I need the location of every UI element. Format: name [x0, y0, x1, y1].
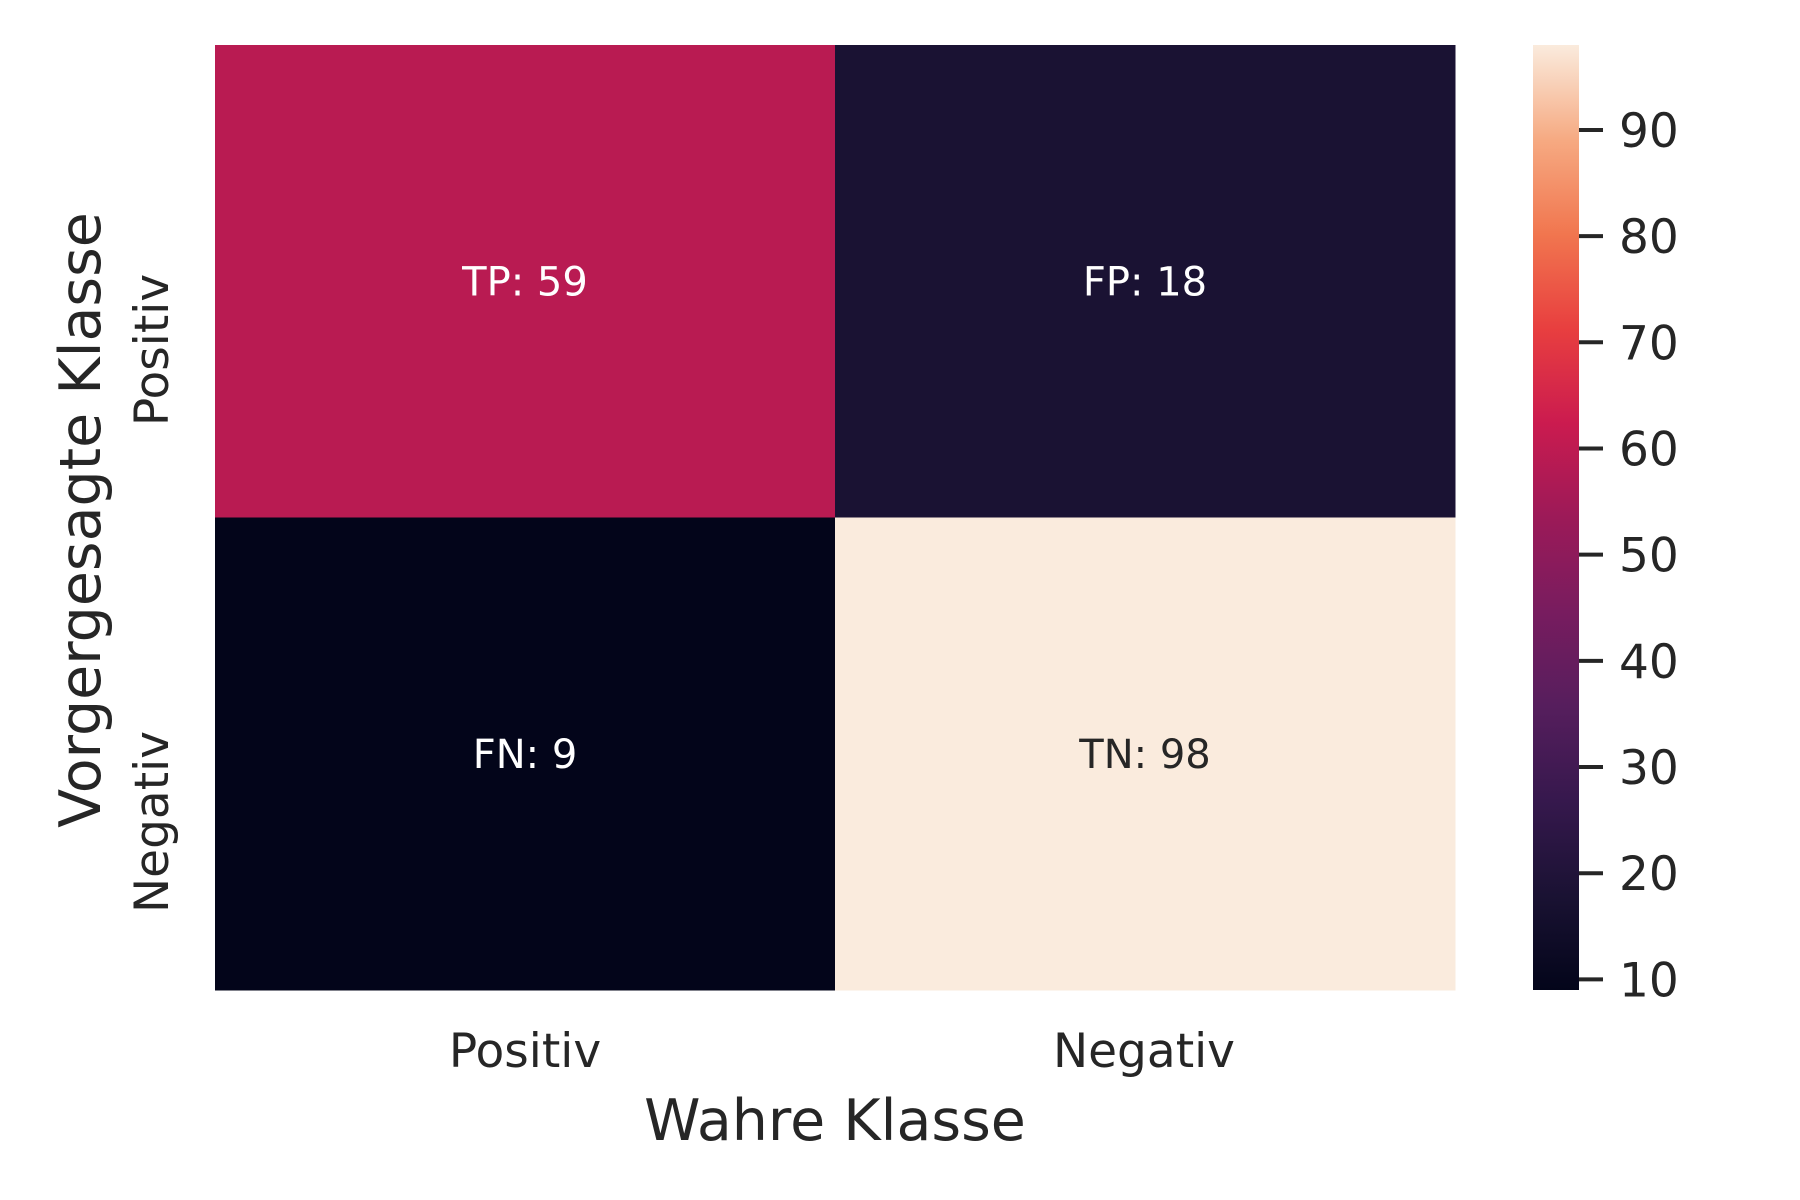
colorbar [1533, 45, 1579, 990]
colorbar-tick-label: 60 [1619, 422, 1679, 477]
colorbar-tick-label: 10 [1619, 953, 1679, 1008]
colorbar-tick-label: 70 [1619, 316, 1679, 371]
colorbar-tick-label: 40 [1619, 635, 1679, 690]
x-axis-label: Wahre Klasse [644, 1088, 1026, 1154]
colorbar-ticks: 10 20 30 40 50 60 70 80 90 [1579, 104, 1679, 1008]
cell-annotations: TP: 59 FP: 18 FN: 9 TN: 98 [461, 259, 1211, 778]
cell-annotation: FN: 9 [473, 732, 578, 778]
colorbar-tick-label: 50 [1619, 529, 1679, 584]
heatmap-cell [835, 517, 1456, 991]
colorbar-tick-label: 80 [1619, 210, 1679, 265]
x-tick-label-positiv: Positiv [449, 1024, 601, 1079]
heatmap-cells [215, 45, 1456, 991]
heatmap-cell [835, 45, 1456, 518]
y-tick-label-positiv: Positiv [125, 274, 180, 426]
cell-annotation: TN: 98 [1078, 732, 1210, 778]
heatmap-cell [215, 45, 836, 518]
y-tick-label-negativ: Negativ [125, 731, 180, 913]
y-axis-label: Vorgergesagte Klasse [48, 212, 114, 828]
x-tick-label-negativ: Negativ [1053, 1024, 1235, 1079]
colorbar-tick-label: 30 [1619, 741, 1679, 796]
colorbar-tick-label: 20 [1619, 847, 1679, 902]
colorbar-tick-label: 90 [1619, 104, 1679, 159]
cell-annotation: TP: 59 [461, 259, 588, 305]
cell-annotation: FP: 18 [1083, 259, 1207, 305]
heatmap-cell [215, 517, 836, 991]
